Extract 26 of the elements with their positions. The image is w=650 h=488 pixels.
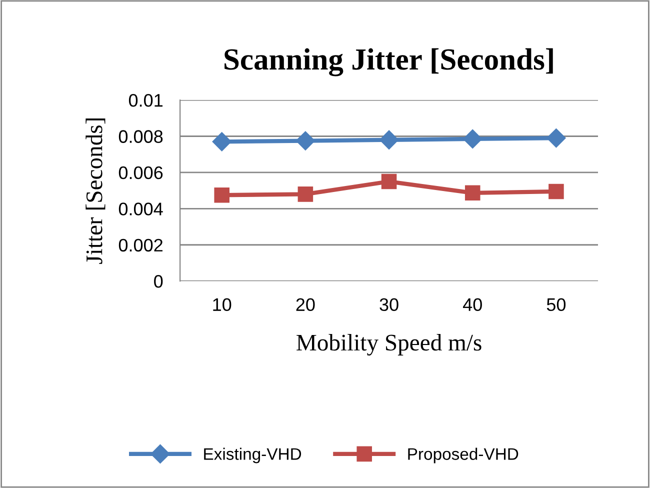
- x-tick-label: 40: [462, 298, 482, 312]
- x-tick-label: 50: [546, 298, 566, 312]
- y-axis-title: Jitter [Seconds]: [86, 118, 106, 264]
- point: [464, 185, 480, 201]
- x-tick-label: 20: [296, 298, 315, 312]
- x-axis-title: Mobility Speed m/s: [296, 334, 482, 356]
- legend-label: Existing-VHD: [204, 448, 302, 464]
- y-tick-label: 0.004: [118, 202, 163, 216]
- y-tick-label: 0.008: [118, 130, 163, 143]
- x-tick-label: 30: [380, 298, 398, 312]
- point: [296, 131, 315, 150]
- point: [212, 132, 232, 152]
- x-tick-label: 10: [213, 298, 232, 312]
- y-tick-label: 0.01: [128, 94, 163, 107]
- legend-label: Proposed-VHD: [408, 448, 518, 464]
- point: [548, 184, 564, 200]
- y-tick-label: 0.006: [118, 166, 163, 180]
- point: [381, 174, 397, 190]
- chart-title: Scanning Jitter [Seconds]: [224, 48, 553, 76]
- point: [546, 128, 566, 148]
- point: [379, 130, 399, 150]
- point: [214, 187, 230, 203]
- point: [298, 186, 314, 202]
- y-tick-label: 0: [154, 275, 163, 288]
- y-tick-label: 0.002: [118, 238, 162, 252]
- point: [463, 129, 482, 148]
